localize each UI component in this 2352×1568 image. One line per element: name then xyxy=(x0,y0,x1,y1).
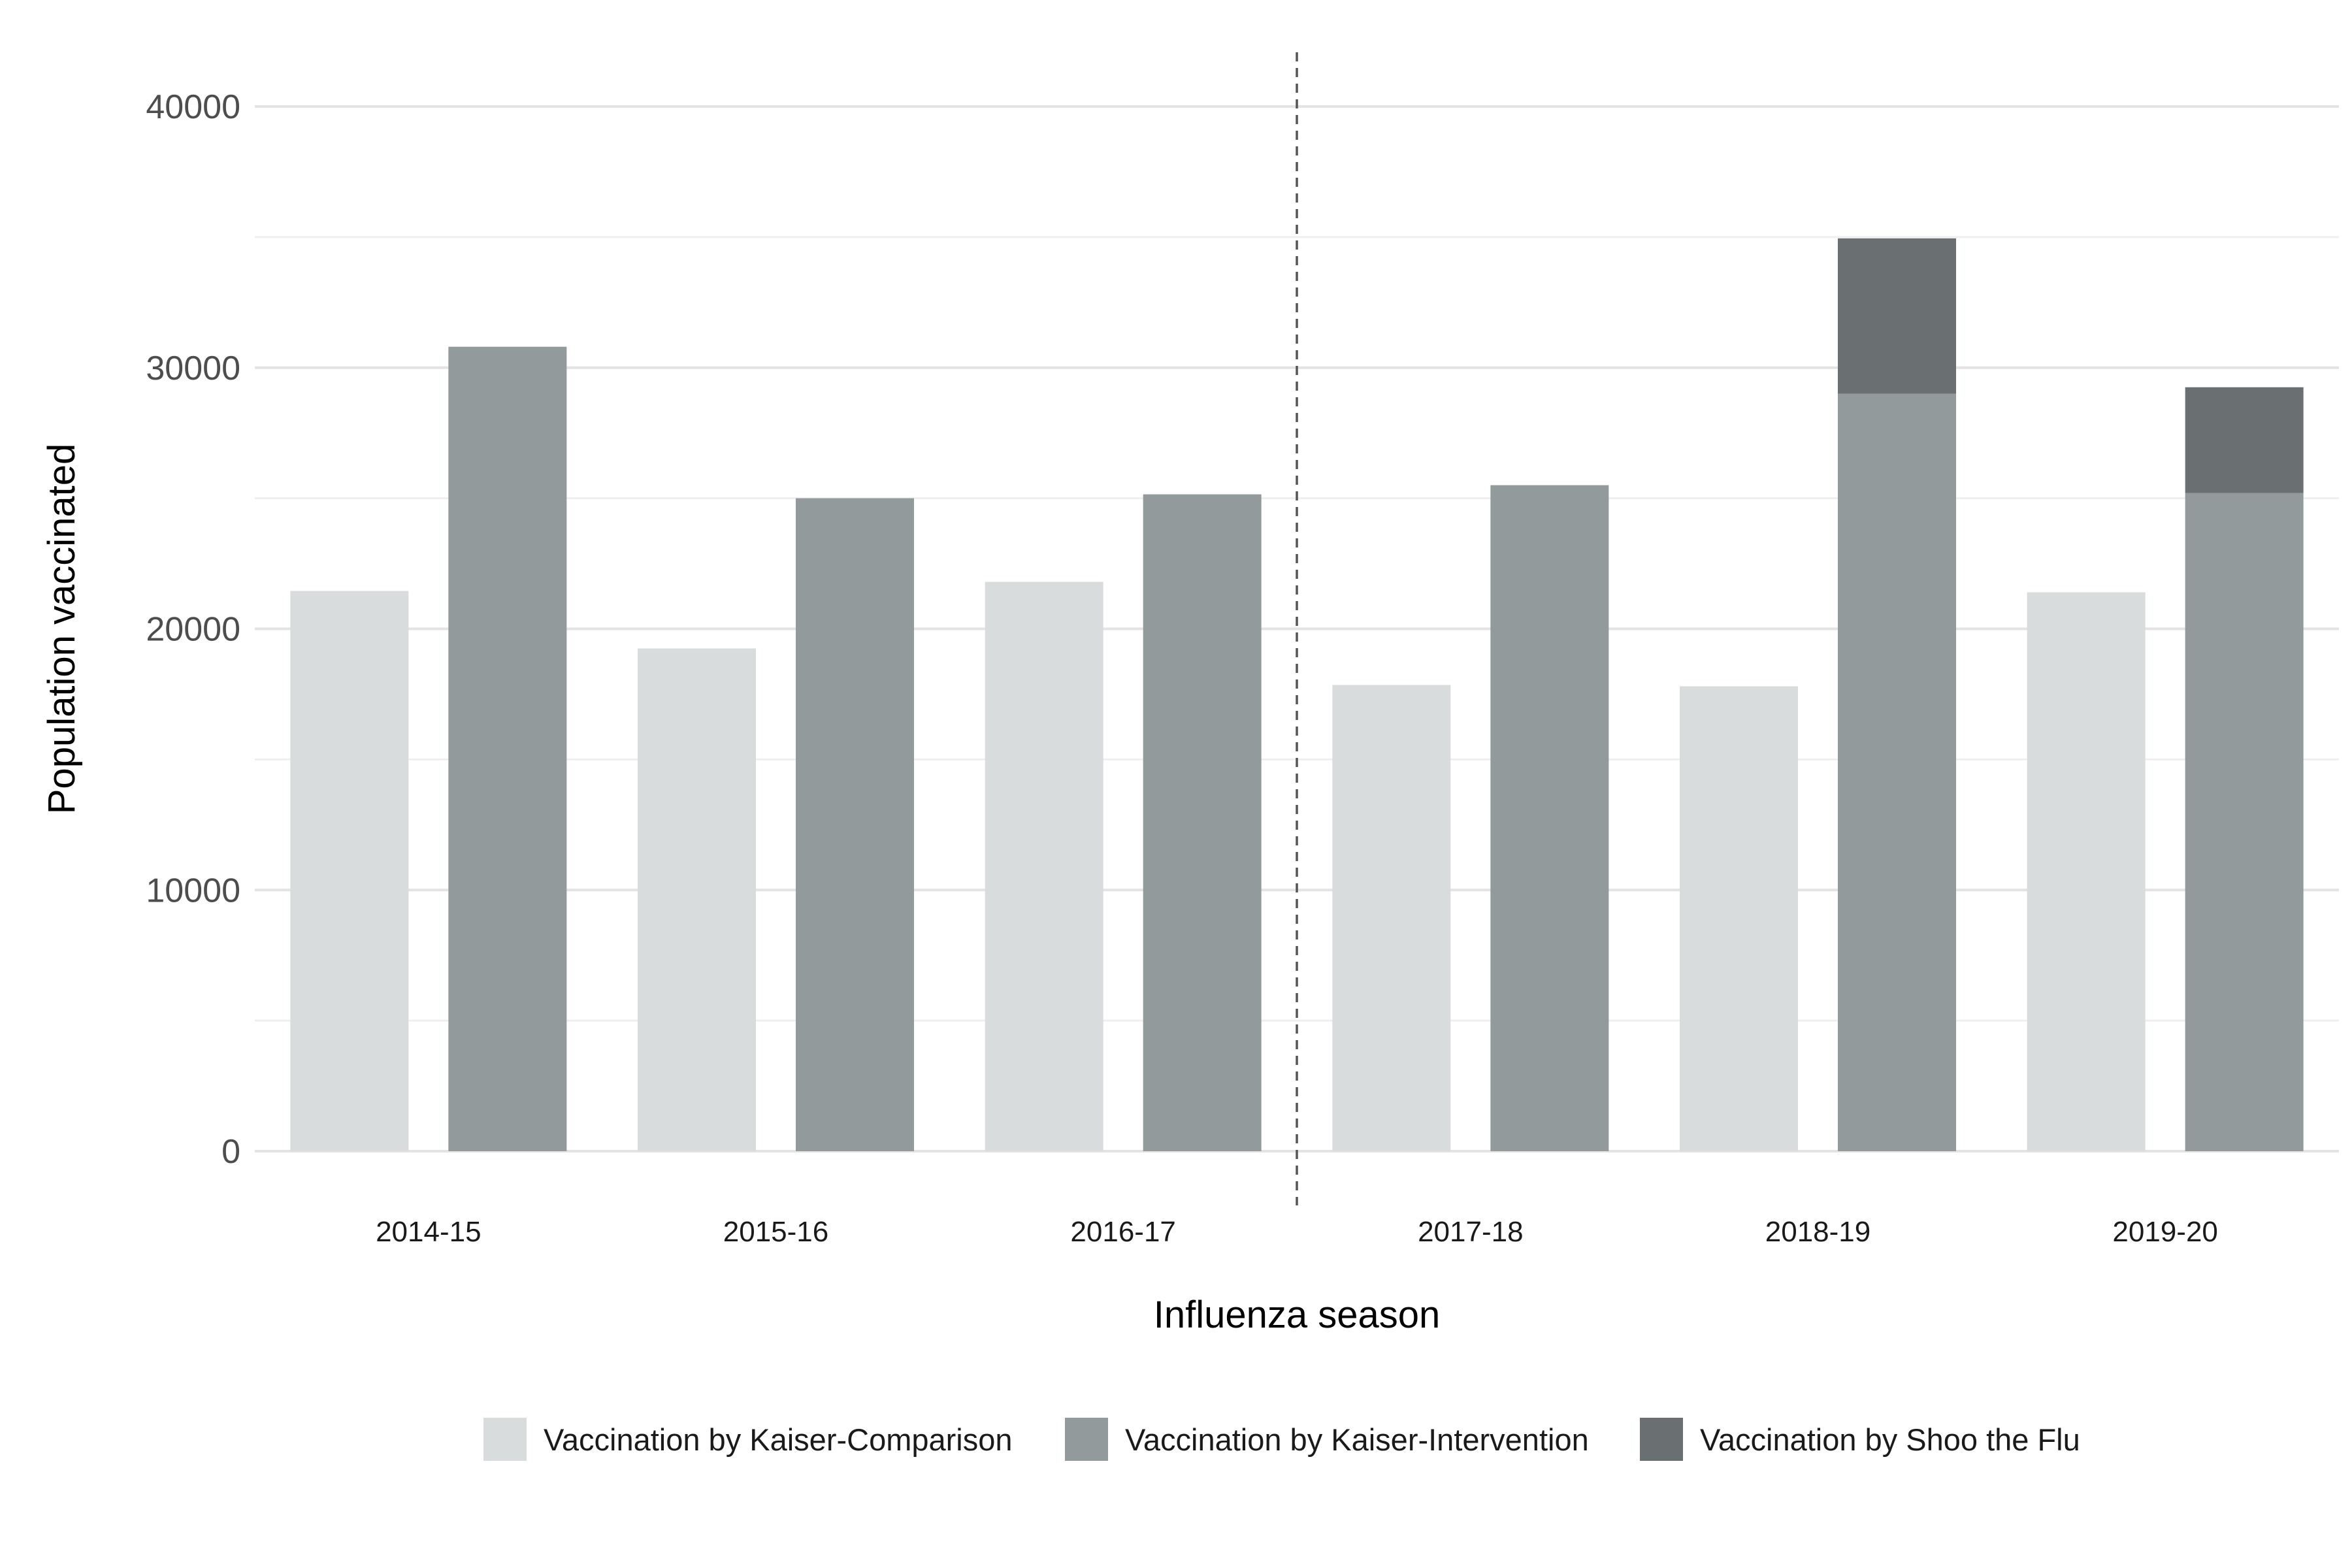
x-axis-title: Influenza season xyxy=(1154,1294,1441,1336)
y-tick-label: 20000 xyxy=(146,611,240,649)
legend-label: Vaccination by Shoo the Flu xyxy=(1700,1422,2080,1457)
legend-swatch xyxy=(1065,1418,1108,1461)
bar-intervention-2014-15 xyxy=(448,346,567,1151)
y-tick-label: 0 xyxy=(221,1133,240,1171)
x-tick-label: 2019-20 xyxy=(2112,1216,2217,1248)
bar-intervention-2018-19 xyxy=(1838,393,1956,1151)
legend-swatch xyxy=(1640,1418,1683,1461)
y-tick-label: 10000 xyxy=(146,872,240,909)
bar-intervention-2016-17 xyxy=(1143,494,1262,1151)
legend-label: Vaccination by Kaiser-Comparison xyxy=(544,1422,1013,1457)
bar-comparison-2015-16 xyxy=(638,648,756,1151)
x-tick-label: 2016-17 xyxy=(1070,1216,1175,1248)
bar-comparison-2019-20 xyxy=(2027,592,2146,1151)
x-tick-label: 2018-19 xyxy=(1765,1216,1870,1248)
bar-comparison-2016-17 xyxy=(985,581,1103,1151)
y-tick-label: 40000 xyxy=(146,88,240,126)
bar-comparison-2017-18 xyxy=(1332,685,1451,1151)
bar-comparison-2018-19 xyxy=(1680,686,1798,1151)
y-axis-title: Population vaccinated xyxy=(41,444,83,815)
x-axis-ticks: 2014-15 2015-16 2016-17 2017-18 2018-19 2019-… xyxy=(376,1216,2218,1248)
x-tick-label: 2014-15 xyxy=(376,1216,481,1248)
bar-intervention-2017-18 xyxy=(1490,485,1609,1151)
x-tick-label: 2015-16 xyxy=(723,1216,828,1248)
bars xyxy=(290,238,2304,1151)
bar-intervention-2019-20 xyxy=(2185,493,2304,1151)
y-axis-ticks: 0 10000 20000 30000 40000 xyxy=(146,88,240,1171)
legend-label: Vaccination by Kaiser-Intervention xyxy=(1125,1422,1589,1457)
legend-swatch xyxy=(483,1418,527,1461)
bar-shoo-the-flu-2018-19 xyxy=(1838,238,1956,394)
x-tick-label: 2017-18 xyxy=(1418,1216,1523,1248)
bar-shoo-the-flu-2019-20 xyxy=(2185,387,2304,493)
bar-comparison-2014-15 xyxy=(290,591,409,1151)
y-tick-label: 30000 xyxy=(146,350,240,387)
legend: Vaccination by Kaiser-Comparison Vaccinat… xyxy=(483,1418,2080,1461)
bar-intervention-2015-16 xyxy=(796,498,914,1151)
